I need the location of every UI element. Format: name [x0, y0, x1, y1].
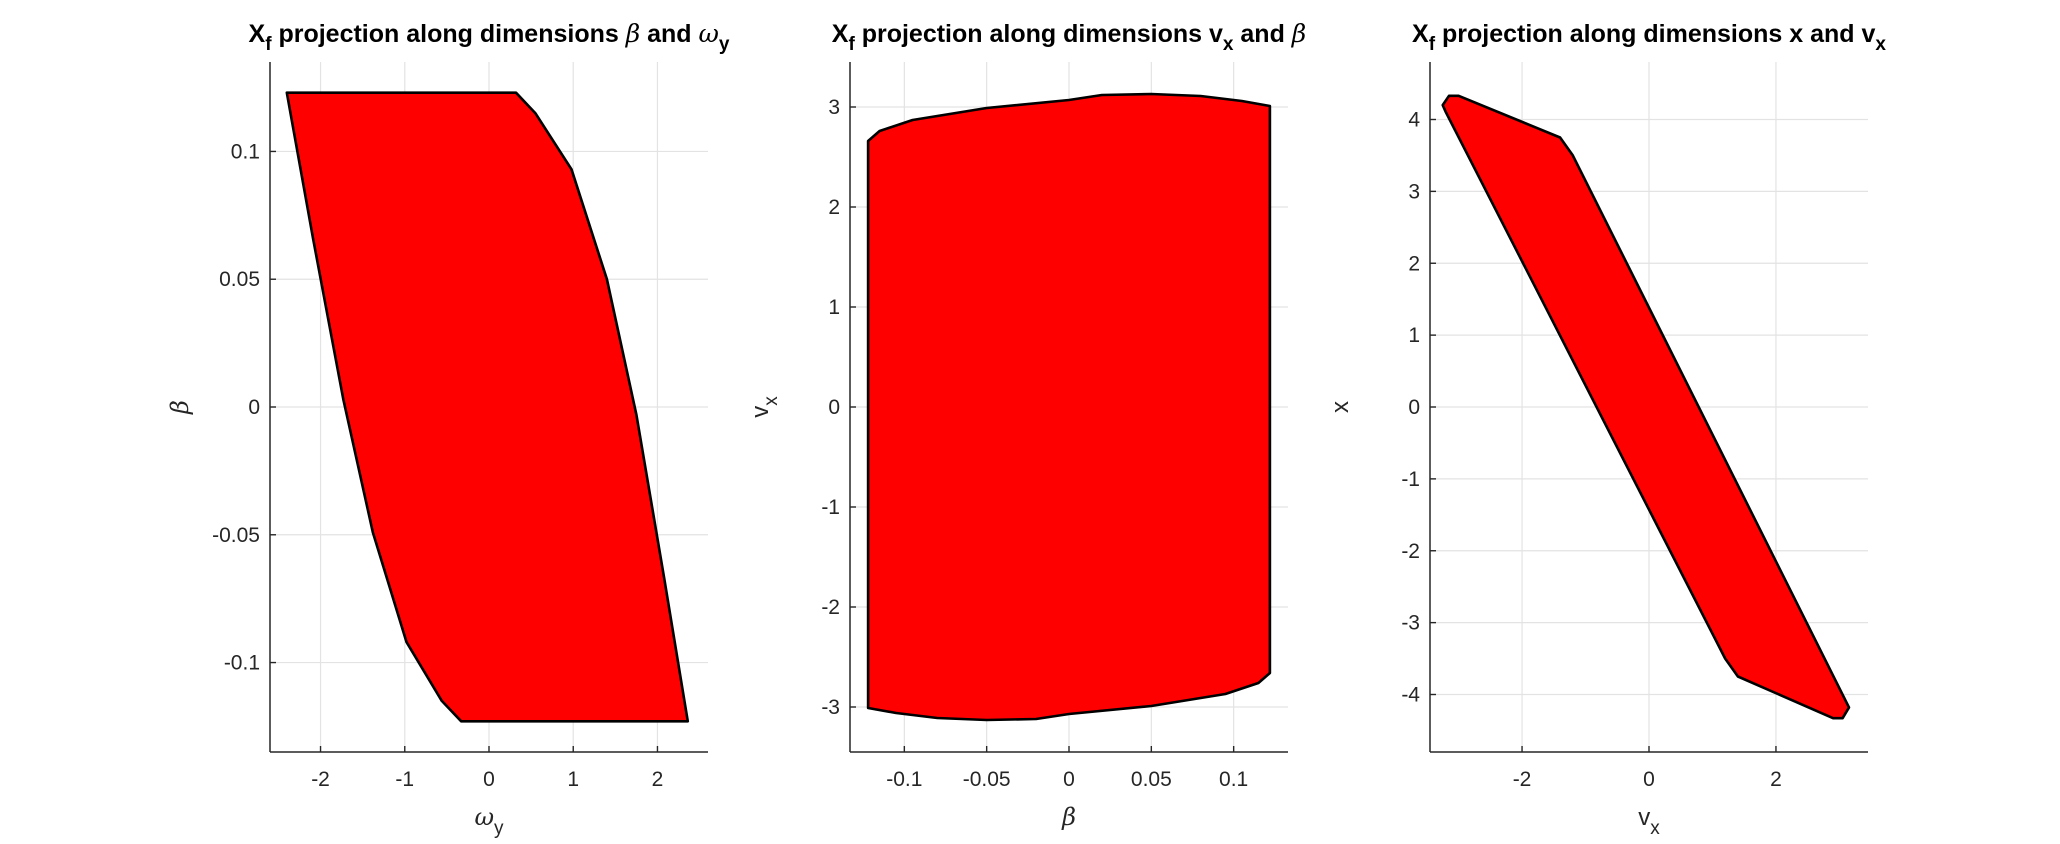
title-and: and [640, 20, 698, 48]
title-text: projection along dimensions [272, 20, 626, 48]
y-axis-label-main: β [166, 400, 194, 415]
title-x: X [832, 20, 849, 48]
y-axis-label: β [166, 400, 194, 415]
x-axis-label: ωy [474, 803, 504, 839]
y-tick-label: 0.1 [231, 140, 260, 163]
projection-polygon [1441, 94, 1851, 720]
title-x: X [249, 20, 266, 48]
x-axis-label-main: ω [474, 803, 494, 831]
x-tick-label: -1 [395, 768, 414, 791]
y-axis-label-main: x [1327, 401, 1354, 413]
title-x: X [1412, 20, 1429, 48]
title-symbol-2: v [1861, 20, 1875, 48]
y-tick-label: -3 [1401, 612, 1420, 635]
y-axis-label-main: v [747, 406, 774, 418]
y-axis-label-subscript: x [761, 396, 782, 406]
y-tick-label: -2 [1401, 540, 1420, 563]
y-tick-label: -2 [821, 596, 840, 619]
x-tick-label: 0 [1063, 768, 1075, 791]
y-tick-label: 0 [828, 396, 840, 419]
y-tick-label: -0.05 [212, 524, 260, 547]
y-tick-label: 2 [828, 196, 840, 219]
title-symbol-2: ω [699, 19, 719, 48]
x-axis-label: β [1061, 803, 1076, 831]
title-subscript: f [265, 34, 272, 55]
y-tick-label: 0 [248, 396, 260, 419]
title-text: projection along dimensions [855, 20, 1209, 48]
x-tick-label: 0 [483, 768, 495, 791]
title-symbol-1: v [1209, 20, 1223, 48]
x-axis-label-subscript: y [494, 818, 504, 839]
title-text: projection along dimensions x and [1435, 20, 1861, 48]
y-tick-label: 1 [828, 296, 840, 319]
title-subscript: f [848, 34, 855, 55]
y-tick-label: 0 [1408, 396, 1420, 419]
x-tick-label: 2 [652, 768, 664, 791]
projection-polygon [285, 91, 690, 723]
x-axis-label-subscript: x [1650, 818, 1660, 839]
y-tick-label: -3 [821, 696, 840, 719]
x-tick-label: -2 [1513, 768, 1532, 791]
title-and: and [1233, 20, 1291, 48]
title-subscript: f [1429, 34, 1436, 55]
title-symbol-2-subscript: y [719, 34, 730, 55]
y-axis-label: vx [747, 396, 782, 418]
x-tick-label: 0.1 [1219, 768, 1248, 791]
y-tick-label: 3 [1408, 180, 1420, 203]
x-axis-label: vx [1638, 804, 1660, 839]
y-tick-label: 4 [1408, 109, 1420, 132]
y-tick-label: 0.05 [219, 268, 260, 291]
x-tick-label: 2 [1770, 768, 1782, 791]
x-tick-label: 1 [567, 768, 579, 791]
x-tick-label: -2 [311, 768, 330, 791]
projection-polygon [866, 92, 1272, 722]
x-tick-label: 0.05 [1131, 768, 1172, 791]
x-axis-label-main: v [1638, 804, 1650, 831]
subplot-title: Xf projection along dimensions β and ωy [249, 19, 730, 55]
y-tick-label: 2 [1408, 252, 1420, 275]
y-tick-label: 3 [828, 96, 840, 119]
y-tick-label: -4 [1401, 684, 1420, 707]
x-tick-label: -0.1 [886, 768, 922, 791]
x-tick-label: 0 [1643, 768, 1655, 791]
x-tick-label: -0.05 [963, 768, 1011, 791]
title-symbol-1: β [625, 19, 640, 48]
y-axis-label: x [1327, 401, 1354, 413]
subplot-title: Xf projection along dimensions x and vx [1412, 20, 1886, 55]
title-symbol-2: β [1291, 19, 1306, 48]
subplot-title: Xf projection along dimensions vx and β [832, 19, 1307, 55]
x-axis-label-main: β [1061, 803, 1076, 831]
y-tick-label: -1 [1401, 468, 1420, 491]
y-tick-label: -0.1 [224, 652, 260, 675]
y-tick-label: 1 [1408, 324, 1420, 347]
title-symbol-1-subscript: x [1223, 34, 1234, 55]
y-tick-label: -1 [821, 496, 840, 519]
title-symbol-2-subscript: x [1875, 34, 1886, 55]
